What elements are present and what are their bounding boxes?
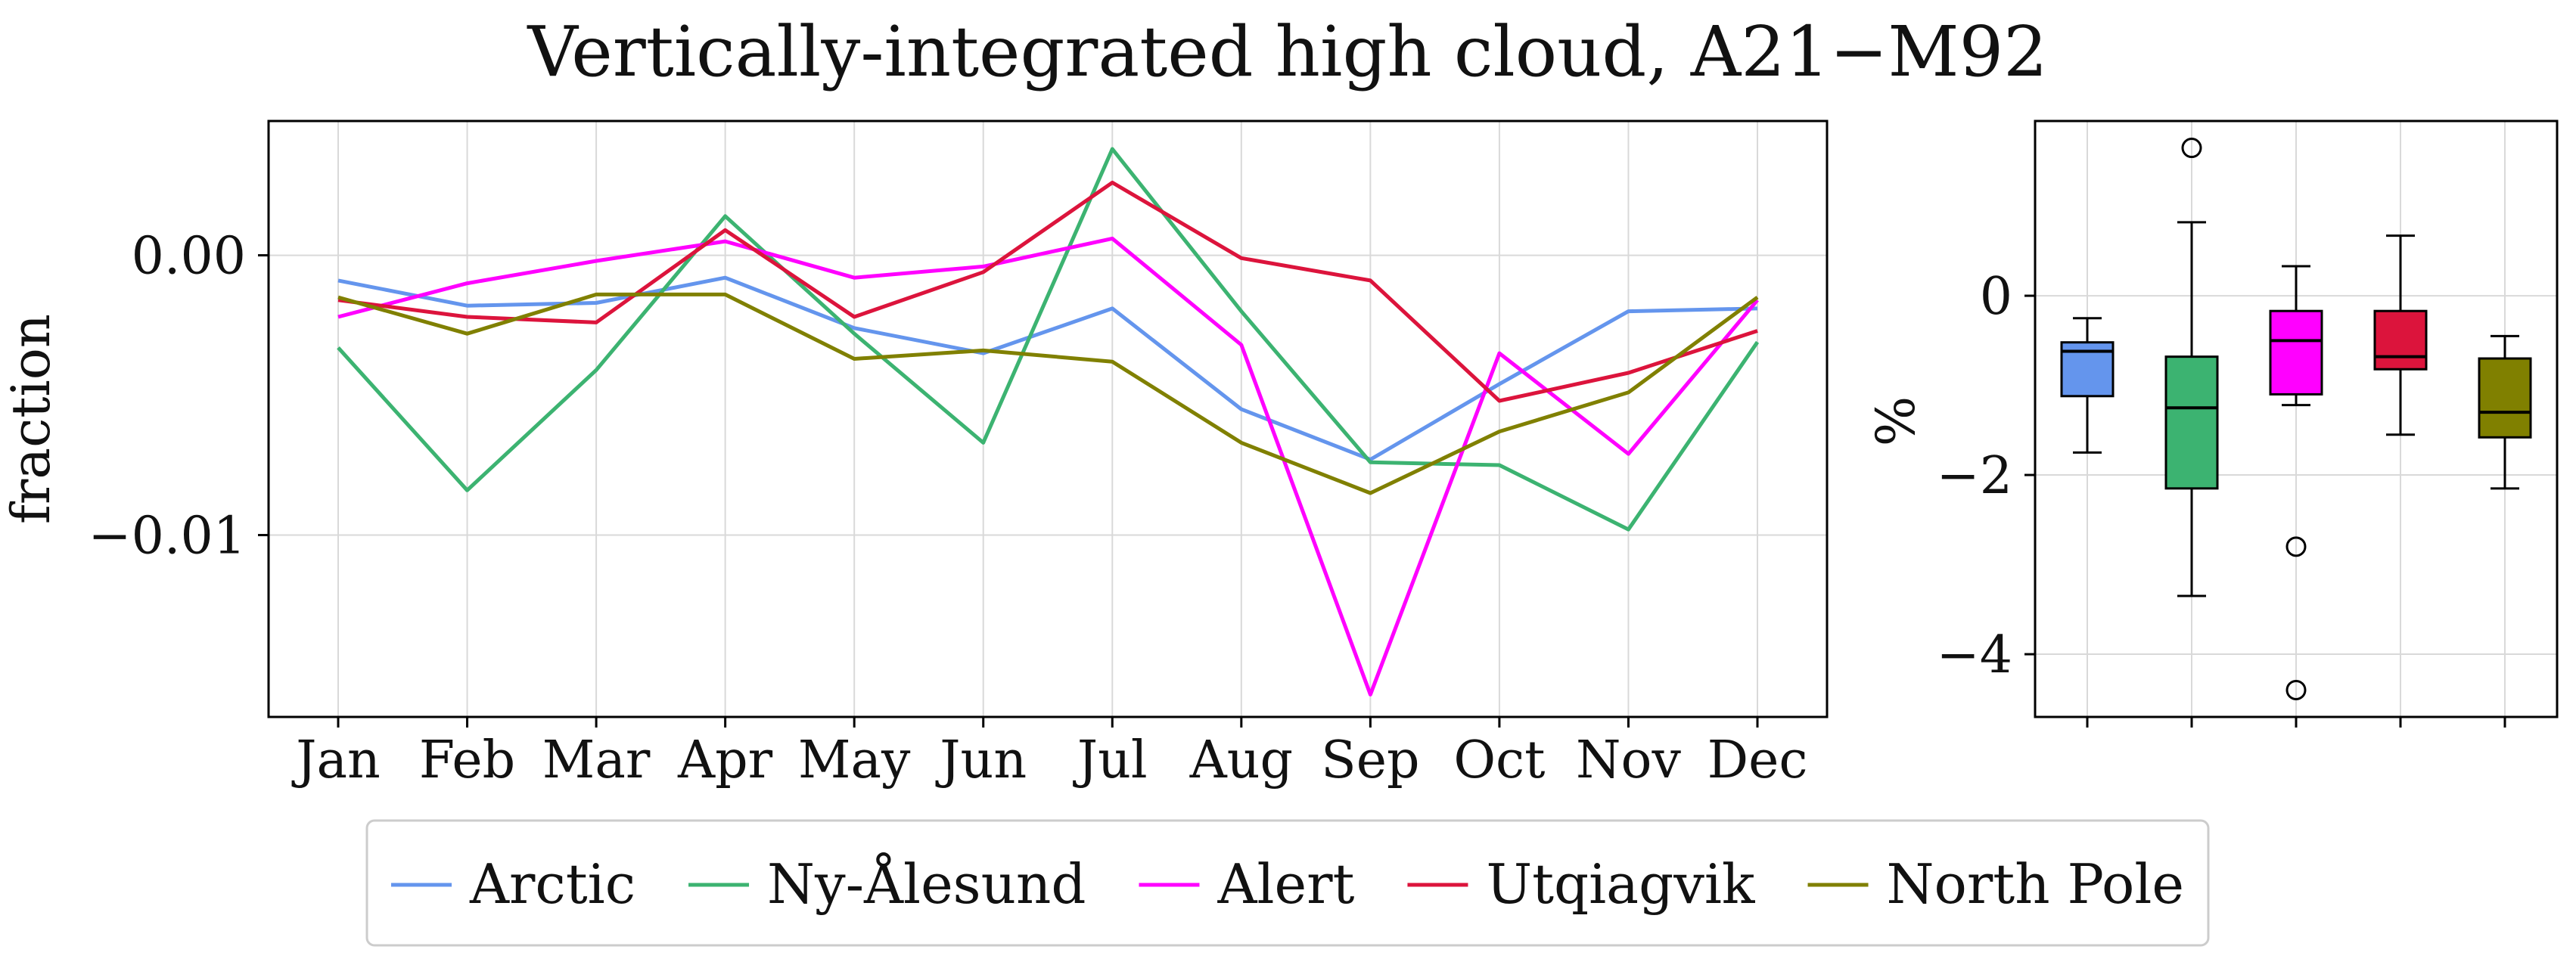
legend-label-ny-a-lesund: Ny-Ålesund xyxy=(767,852,1086,916)
box-arctic xyxy=(2060,317,2115,454)
box-y-tick-label-1: −2 xyxy=(1937,446,2012,506)
y-tick-label-0: 0.00 xyxy=(132,227,246,287)
x-tick-label-mar: Mar xyxy=(542,731,651,790)
legend: Arctic Ny-Ålesund Alert Utqiagvik North Pole xyxy=(365,819,2210,947)
box-alert xyxy=(2269,265,2323,700)
x-tick-label-may: May xyxy=(798,731,911,790)
box-plot-y-axis-label: % xyxy=(1865,396,1927,447)
line-chart-x-ticks: Jan Feb Mar Apr May Jun Jul Aug Sep Oct Nov Dec xyxy=(291,717,1807,790)
line-chart-y-ticks: 0.00 −0.01 xyxy=(89,227,269,566)
legend-items: Arctic Ny-Ålesund Alert Utqiagvik North Pole xyxy=(391,852,2184,916)
series-line-arctic xyxy=(337,275,1758,462)
series-line-alert xyxy=(337,236,1759,697)
outlier-point-0 xyxy=(2181,138,2202,159)
box-body xyxy=(2373,309,2428,371)
legend-item-utqiagvik: Utqiagvik xyxy=(1407,852,1756,916)
legend-label-north-pole: North Pole xyxy=(1887,852,2184,916)
x-tick-label-feb: Feb xyxy=(419,731,515,790)
x-tick-label-dec: Dec xyxy=(1707,731,1808,790)
series-line-utqiagvik xyxy=(337,180,1758,403)
legend-label-arctic: Arctic xyxy=(469,852,635,916)
box-north-pole xyxy=(2478,334,2532,490)
line-chart-y-axis-label: fraction xyxy=(0,314,62,524)
box-body xyxy=(2164,355,2219,490)
series-line-north-pole xyxy=(337,292,1759,495)
legend-item-north-pole: North Pole xyxy=(1807,852,2184,916)
line-chart-frame xyxy=(267,119,1829,718)
x-tick-label-jul: Jul xyxy=(1073,731,1148,790)
x-tick-label-oct: Oct xyxy=(1453,731,1545,790)
line-chart-series xyxy=(337,147,1760,697)
box-body xyxy=(2478,357,2532,439)
y-tick-label-1: −0.01 xyxy=(89,507,246,566)
box-plot-boxes xyxy=(2060,138,2532,700)
legend-label-alert: Alert xyxy=(1217,852,1354,916)
x-tick-label-jan: Jan xyxy=(291,731,381,790)
outlier-point-0 xyxy=(2285,536,2307,557)
series-line-ny-a-lesund xyxy=(337,147,1760,532)
legend-item-ny-a-lesund: Ny-Ålesund xyxy=(688,852,1086,916)
legend-frame xyxy=(365,819,2210,947)
legend-label-utqiagvik: Utqiagvik xyxy=(1486,852,1755,916)
legend-item-arctic: Arctic xyxy=(391,852,635,916)
x-tick-label-sep: Sep xyxy=(1321,731,1419,790)
x-tick-label-nov: Nov xyxy=(1576,731,1681,790)
box-plot-y-ticks: 0 −2 −4 xyxy=(1937,267,2035,685)
x-tick-label-jun: Jun xyxy=(935,731,1027,790)
box-plot-x-ticks xyxy=(2086,717,2506,728)
box-y-tick-label-0: 0 xyxy=(1980,267,2012,327)
x-tick-label-aug: Aug xyxy=(1189,731,1293,790)
x-tick-label-apr: Apr xyxy=(677,731,773,790)
legend-item-alert: Alert xyxy=(1139,852,1355,916)
box-utqiagvik xyxy=(2373,234,2428,436)
box-body xyxy=(2269,309,2323,396)
box-ny-a-lesund xyxy=(2164,138,2219,597)
chart-title: Vertically-integrated high cloud, A21−M9… xyxy=(527,11,2047,92)
outlier-point-1 xyxy=(2285,679,2307,700)
box-y-tick-label-2: −4 xyxy=(1937,625,2012,685)
line-chart-panel: Jan Feb Mar Apr May Jun Jul Aug Sep Oct Nov Dec 0.0… xyxy=(0,119,1829,790)
line-chart-grid xyxy=(269,121,1827,717)
box-plot-panel: 0 −2 −4 % xyxy=(1865,119,2559,728)
